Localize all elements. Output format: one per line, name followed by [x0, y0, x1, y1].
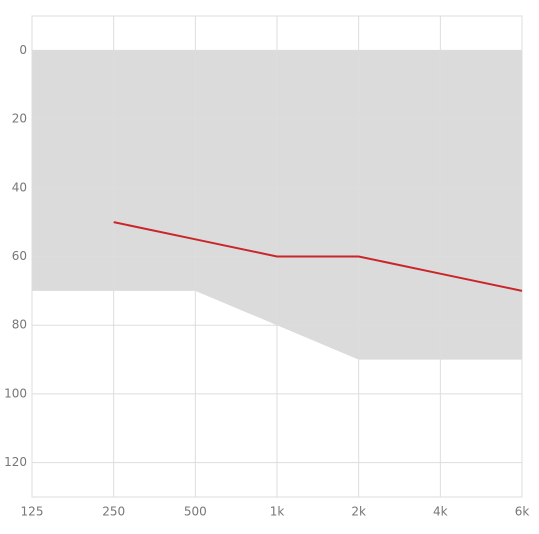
x-tick-label: 125	[21, 505, 44, 519]
y-tick-label: 100	[4, 386, 27, 400]
x-tick-label: 1k	[270, 505, 285, 519]
y-tick-label: 80	[12, 318, 27, 332]
x-tick-label: 250	[102, 505, 125, 519]
y-tick-label: 120	[4, 455, 27, 469]
y-tick-label: 40	[12, 180, 27, 194]
y-tick-label: 0	[19, 43, 27, 57]
data-line	[113, 221, 523, 292]
x-tick-label: 6k	[515, 505, 530, 519]
x-tick-label: 4k	[433, 505, 448, 519]
y-tick-label: 60	[12, 249, 27, 263]
plot-border	[31, 15, 523, 498]
x-tick-label: 500	[184, 505, 207, 519]
y-tick-label: 20	[12, 112, 27, 126]
x-tick-label: 2k	[351, 505, 366, 519]
